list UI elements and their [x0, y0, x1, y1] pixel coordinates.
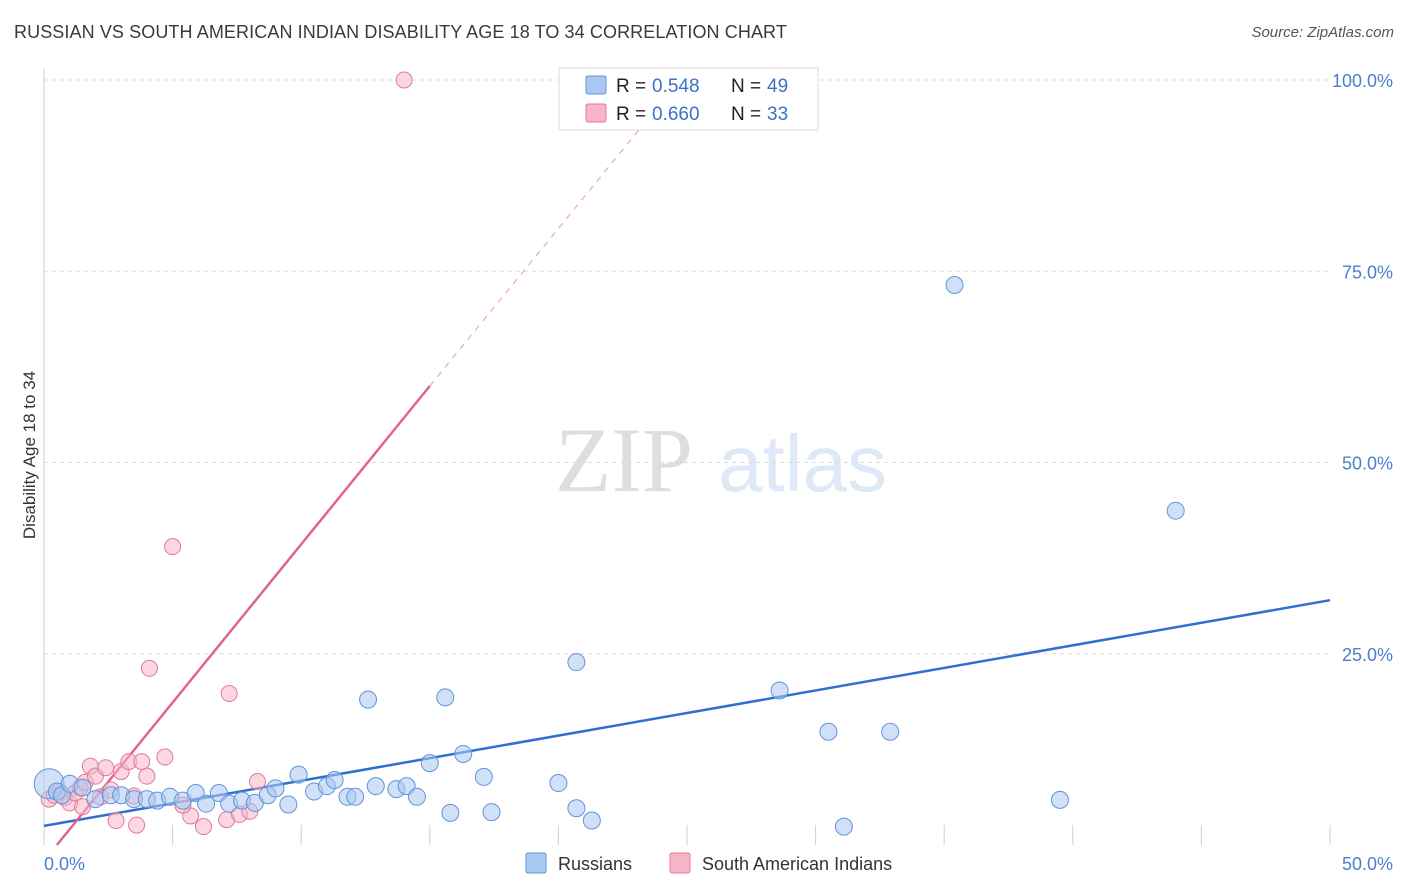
legend-n-value-russians: 49	[767, 76, 788, 97]
bottom-legend: Russians South American Indians	[525, 852, 892, 874]
sai-point-21	[140, 659, 158, 677]
bottom-legend-sai-label: South American Indians	[702, 854, 892, 874]
russians-point-38	[482, 803, 501, 822]
sai-point-19	[133, 753, 151, 771]
russians-point-21	[279, 795, 298, 814]
sai-point-25	[194, 818, 212, 836]
russians-point-5	[86, 790, 105, 809]
chart-source: Source: ZipAtlas.com	[1251, 24, 1394, 41]
legend-r-value-sai: 0.660	[652, 104, 700, 125]
sai-point-23	[164, 538, 182, 556]
russians-point-46	[881, 722, 900, 741]
y-tick-label-2: 50.0%	[1342, 454, 1393, 474]
russians-trendline	[43, 598, 1331, 828]
sai-trendline-extension	[429, 117, 649, 387]
watermark-zip: ZIP	[555, 409, 693, 511]
legend-russians-swatch	[585, 75, 607, 95]
legend-r-label-2: R =	[616, 104, 646, 125]
legend-r-label-1: R =	[616, 76, 646, 97]
russians-point-44	[819, 722, 838, 741]
russians-point-34	[436, 688, 455, 707]
legend-box: R = 0.548 N = 49 R = 0.660 N = 33	[558, 67, 819, 131]
russians-point-41	[567, 799, 586, 818]
sai-point-27	[220, 685, 238, 703]
russians-point-45	[834, 817, 853, 836]
axes	[43, 68, 1331, 845]
russians-point-29	[366, 777, 385, 796]
sai-point-12	[97, 759, 115, 777]
x-tick-label-0: 0.0%	[44, 854, 85, 874]
russians-point-4	[73, 778, 92, 797]
russians-point-43	[770, 681, 789, 700]
russians-point-20	[266, 779, 285, 798]
russians-point-14	[197, 794, 216, 813]
russians-point-22	[289, 765, 308, 784]
sai-point-30	[248, 773, 266, 791]
russians-point-36	[454, 744, 473, 763]
russians-point-35	[441, 803, 460, 822]
bottom-legend-russians-swatch	[525, 852, 547, 874]
sai-trendline	[55, 385, 431, 846]
russians-point-40	[567, 653, 586, 672]
y-tick-label-0: 100.0%	[1332, 71, 1393, 91]
russians-point-49	[1166, 501, 1185, 520]
russians-point-39	[549, 774, 568, 793]
russians-point-47	[945, 276, 964, 295]
watermark-atlas: atlas	[718, 419, 887, 508]
bottom-legend-sai-swatch	[669, 852, 691, 874]
legend-r-value-russians: 0.548	[652, 76, 700, 97]
tick-labels: 100.0% 75.0% 50.0% 25.0% 0.0% 50.0%	[44, 71, 1393, 874]
sai-point-18	[128, 816, 146, 834]
legend-sai-swatch	[585, 103, 607, 123]
sai-point-32	[395, 71, 413, 89]
russians-point-33	[420, 754, 439, 773]
sai-point-7	[74, 798, 92, 816]
bottom-legend-russians-label: Russians	[558, 854, 632, 874]
russians-point-27	[346, 787, 365, 806]
russians-point-37	[474, 767, 493, 786]
y-axis-label: Disability Age 18 to 34	[20, 371, 39, 539]
sai-point-14	[107, 812, 125, 830]
legend-n-label-2: N =	[731, 104, 761, 125]
russians-point-48	[1050, 790, 1069, 809]
y-tick-label-3: 25.0%	[1342, 645, 1393, 665]
chart-title: RUSSIAN VS SOUTH AMERICAN INDIAN DISABIL…	[14, 22, 787, 42]
russians-point-32	[407, 787, 426, 806]
data-points	[33, 71, 1185, 836]
gridlines	[44, 79, 1330, 655]
y-tick-label-1: 75.0%	[1342, 262, 1393, 282]
russians-point-28	[359, 690, 378, 709]
sai-point-22	[156, 748, 174, 766]
legend-n-label-1: N =	[731, 76, 761, 97]
sai-point-20	[138, 767, 156, 785]
x-tick-label-1: 50.0%	[1342, 854, 1393, 874]
russians-point-42	[582, 811, 601, 830]
legend-n-value-sai: 33	[767, 104, 788, 125]
russians-point-25	[325, 770, 344, 789]
